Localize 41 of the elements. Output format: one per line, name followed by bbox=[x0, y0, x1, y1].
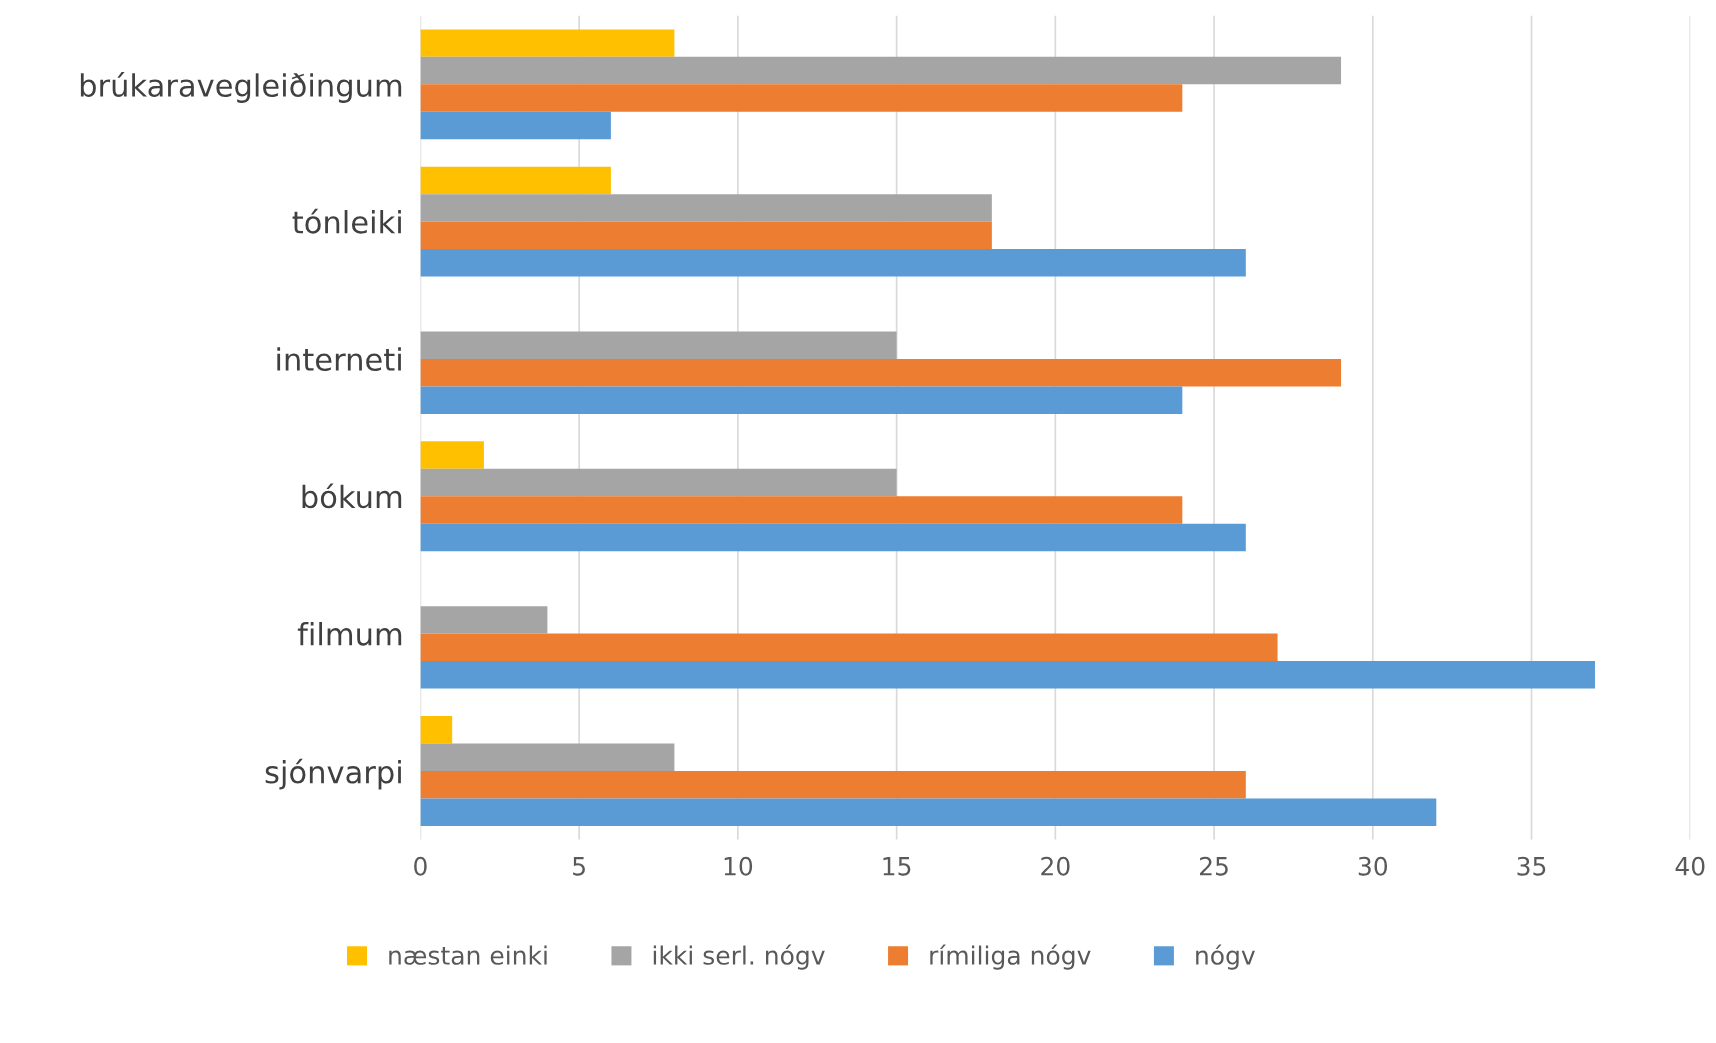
legend-label: nógv bbox=[1196, 944, 1255, 970]
legend-label: næstan einki bbox=[389, 945, 547, 965]
x-tick-label: 10 bbox=[724, 856, 753, 876]
legend-label: rímiliga nógv bbox=[930, 944, 1091, 970]
bar bbox=[420, 798, 1437, 826]
bar bbox=[420, 743, 675, 771]
y-tick-label: brúkaravegleiðingum bbox=[80, 72, 402, 103]
bar bbox=[420, 194, 992, 222]
bar bbox=[420, 496, 1183, 524]
x-tick-label: 15 bbox=[883, 857, 911, 876]
y-tick-label: filmum bbox=[297, 622, 402, 646]
x-tick-label: 40 bbox=[1675, 856, 1705, 876]
bar bbox=[420, 661, 1596, 689]
x-tick-label: 25 bbox=[1200, 856, 1228, 876]
bar bbox=[420, 111, 611, 140]
bar bbox=[420, 29, 675, 57]
bar bbox=[420, 633, 1278, 662]
bar bbox=[420, 56, 1342, 85]
bar bbox=[420, 441, 484, 469]
bar bbox=[420, 468, 897, 497]
bar bbox=[420, 331, 897, 359]
y-tick-label: bókum bbox=[302, 483, 402, 509]
x-tick-label: 20 bbox=[1041, 856, 1070, 876]
y-tick-label: tónleiki bbox=[292, 208, 401, 234]
bar bbox=[420, 249, 1246, 277]
x-tick-label: 0 bbox=[414, 856, 427, 876]
bar bbox=[420, 523, 1246, 552]
x-tick-label: 30 bbox=[1358, 856, 1388, 876]
x-tick-label: 35 bbox=[1517, 856, 1546, 876]
y-tick-label: sjónvarpi bbox=[265, 758, 401, 790]
bar bbox=[420, 606, 548, 634]
legend-label: ikki serl. nógv bbox=[653, 944, 825, 970]
bar bbox=[420, 358, 1342, 387]
y-tick-label: interneti bbox=[277, 347, 401, 372]
bar bbox=[420, 770, 1246, 799]
x-tick-label: 5 bbox=[573, 857, 585, 876]
bar bbox=[420, 84, 1183, 112]
bar bbox=[420, 221, 992, 250]
bar bbox=[420, 166, 611, 195]
bar bbox=[420, 716, 453, 744]
bar bbox=[420, 386, 1183, 414]
